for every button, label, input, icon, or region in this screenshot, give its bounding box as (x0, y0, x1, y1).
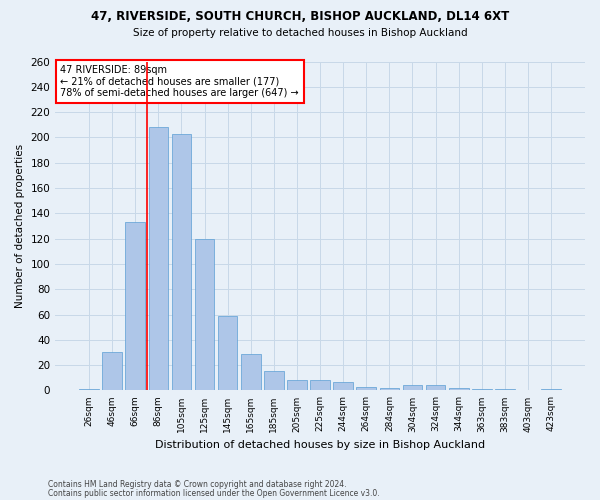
Bar (541, 389, 561, 390)
Text: Contains HM Land Registry data © Crown copyright and database right 2024.: Contains HM Land Registry data © Crown c… (48, 480, 347, 489)
Bar (149, 128, 168, 390)
X-axis label: Distribution of detached houses by size in Bishop Auckland: Distribution of detached houses by size … (155, 440, 485, 450)
Bar (195, 238, 214, 390)
Text: Size of property relative to detached houses in Bishop Auckland: Size of property relative to detached ho… (133, 28, 467, 38)
Bar (79, 389, 99, 390)
Bar (356, 386, 376, 390)
Bar (380, 388, 399, 390)
Bar (472, 389, 491, 390)
Bar (218, 316, 238, 390)
Bar (287, 380, 307, 390)
Bar (103, 352, 122, 391)
Bar (495, 389, 515, 390)
Text: 47, RIVERSIDE, SOUTH CHURCH, BISHOP AUCKLAND, DL14 6XT: 47, RIVERSIDE, SOUTH CHURCH, BISHOP AUCK… (91, 10, 509, 23)
Bar (264, 372, 284, 390)
Bar (172, 134, 191, 390)
Bar (310, 380, 330, 390)
Bar (426, 386, 445, 390)
Bar (449, 388, 469, 390)
Text: 47 RIVERSIDE: 89sqm
← 21% of detached houses are smaller (177)
78% of semi-detac: 47 RIVERSIDE: 89sqm ← 21% of detached ho… (61, 65, 299, 98)
Bar (125, 222, 145, 390)
Text: Contains public sector information licensed under the Open Government Licence v3: Contains public sector information licen… (48, 489, 380, 498)
Bar (403, 386, 422, 390)
Y-axis label: Number of detached properties: Number of detached properties (15, 144, 25, 308)
Bar (334, 382, 353, 390)
Bar (241, 354, 260, 391)
